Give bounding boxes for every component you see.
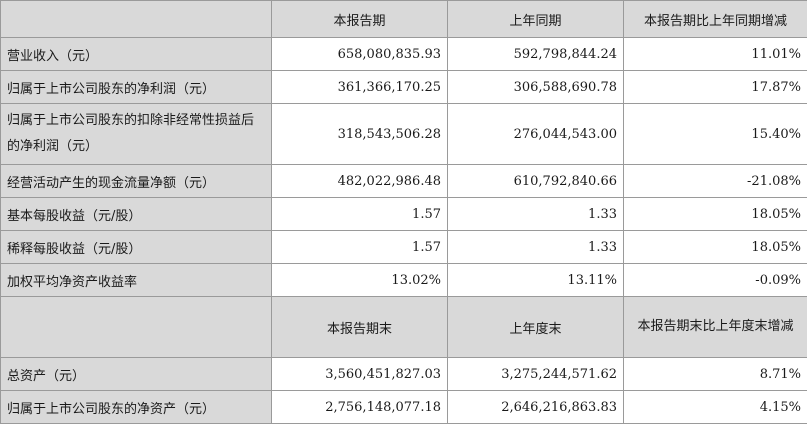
row-label: 稀释每股收益（元/股） [0,230,272,264]
current-value: 658,080,835.93 [271,37,448,71]
row-label: 加权平均净资产收益率 [0,263,272,297]
header-blank-cell [0,0,272,38]
change-value: -21.08% [623,164,807,198]
row-label: 基本每股收益（元/股） [0,197,272,231]
prior-value: 592,798,844.24 [447,37,624,71]
change-value: 8.71% [623,357,807,391]
current-value: 3,560,451,827.03 [271,357,448,391]
row-label: 经营活动产生的现金流量净额（元） [0,164,272,198]
header-row: 本报告期末 上年度末 本报告期末比上年度末增减 [0,296,807,358]
row-label: 归属于上市公司股东的净资产（元） [0,390,272,424]
table-row: 归属于上市公司股东的净资产（元） 2,756,148,077.18 2,646,… [0,390,807,424]
prior-value: 610,792,840.66 [447,164,624,198]
row-label: 总资产（元） [0,357,272,391]
column-header-period-end: 本报告期末 [271,296,448,358]
current-value: 1.57 [271,197,448,231]
column-header-prior-year-end: 上年度末 [447,296,624,358]
row-label: 归属于上市公司股东的净利润（元） [0,70,272,104]
header-blank-cell [0,296,272,358]
prior-value: 3,275,244,571.62 [447,357,624,391]
table-row: 基本每股收益（元/股） 1.57 1.33 18.05% [0,197,807,231]
prior-value: 2,646,216,863.83 [447,390,624,424]
table-row: 归属于上市公司股东的净利润（元） 361,366,170.25 306,588,… [0,70,807,104]
table-row: 稀释每股收益（元/股） 1.57 1.33 18.05% [0,230,807,264]
table-row: 加权平均净资产收益率 13.02% 13.11% -0.09% [0,263,807,297]
change-value: 17.87% [623,70,807,104]
change-value: 15.40% [623,103,807,165]
current-value: 2,756,148,077.18 [271,390,448,424]
table-row: 总资产（元） 3,560,451,827.03 3,275,244,571.62… [0,357,807,391]
row-label: 归属于上市公司股东的扣除非经常性损益后的净利润（元） [0,103,272,165]
prior-value: 306,588,690.78 [447,70,624,104]
change-value: 4.15% [623,390,807,424]
change-value: 11.01% [623,37,807,71]
header-row: 本报告期 上年同期 本报告期比上年同期增减 [0,0,807,38]
prior-value: 1.33 [447,197,624,231]
current-value: 361,366,170.25 [271,70,448,104]
column-header-yoy-change: 本报告期比上年同期增减 [623,0,807,38]
table-row: 经营活动产生的现金流量净额（元） 482,022,986.48 610,792,… [0,164,807,198]
column-header-period-end-change: 本报告期末比上年度末增减 [623,296,807,358]
prior-value: 1.33 [447,230,624,264]
change-value: 18.05% [623,230,807,264]
table-row: 归属于上市公司股东的扣除非经常性损益后的净利润（元） 318,543,506.2… [0,103,807,165]
change-value: -0.09% [623,263,807,297]
column-header-current-period: 本报告期 [271,0,448,38]
table-row: 营业收入（元） 658,080,835.93 592,798,844.24 11… [0,37,807,71]
change-value: 18.05% [623,197,807,231]
prior-value: 13.11% [447,263,624,297]
current-value: 482,022,986.48 [271,164,448,198]
current-value: 318,543,506.28 [271,103,448,165]
current-value: 13.02% [271,263,448,297]
row-label: 营业收入（元） [0,37,272,71]
current-value: 1.57 [271,230,448,264]
prior-value: 276,044,543.00 [447,103,624,165]
column-header-prior-period: 上年同期 [447,0,624,38]
